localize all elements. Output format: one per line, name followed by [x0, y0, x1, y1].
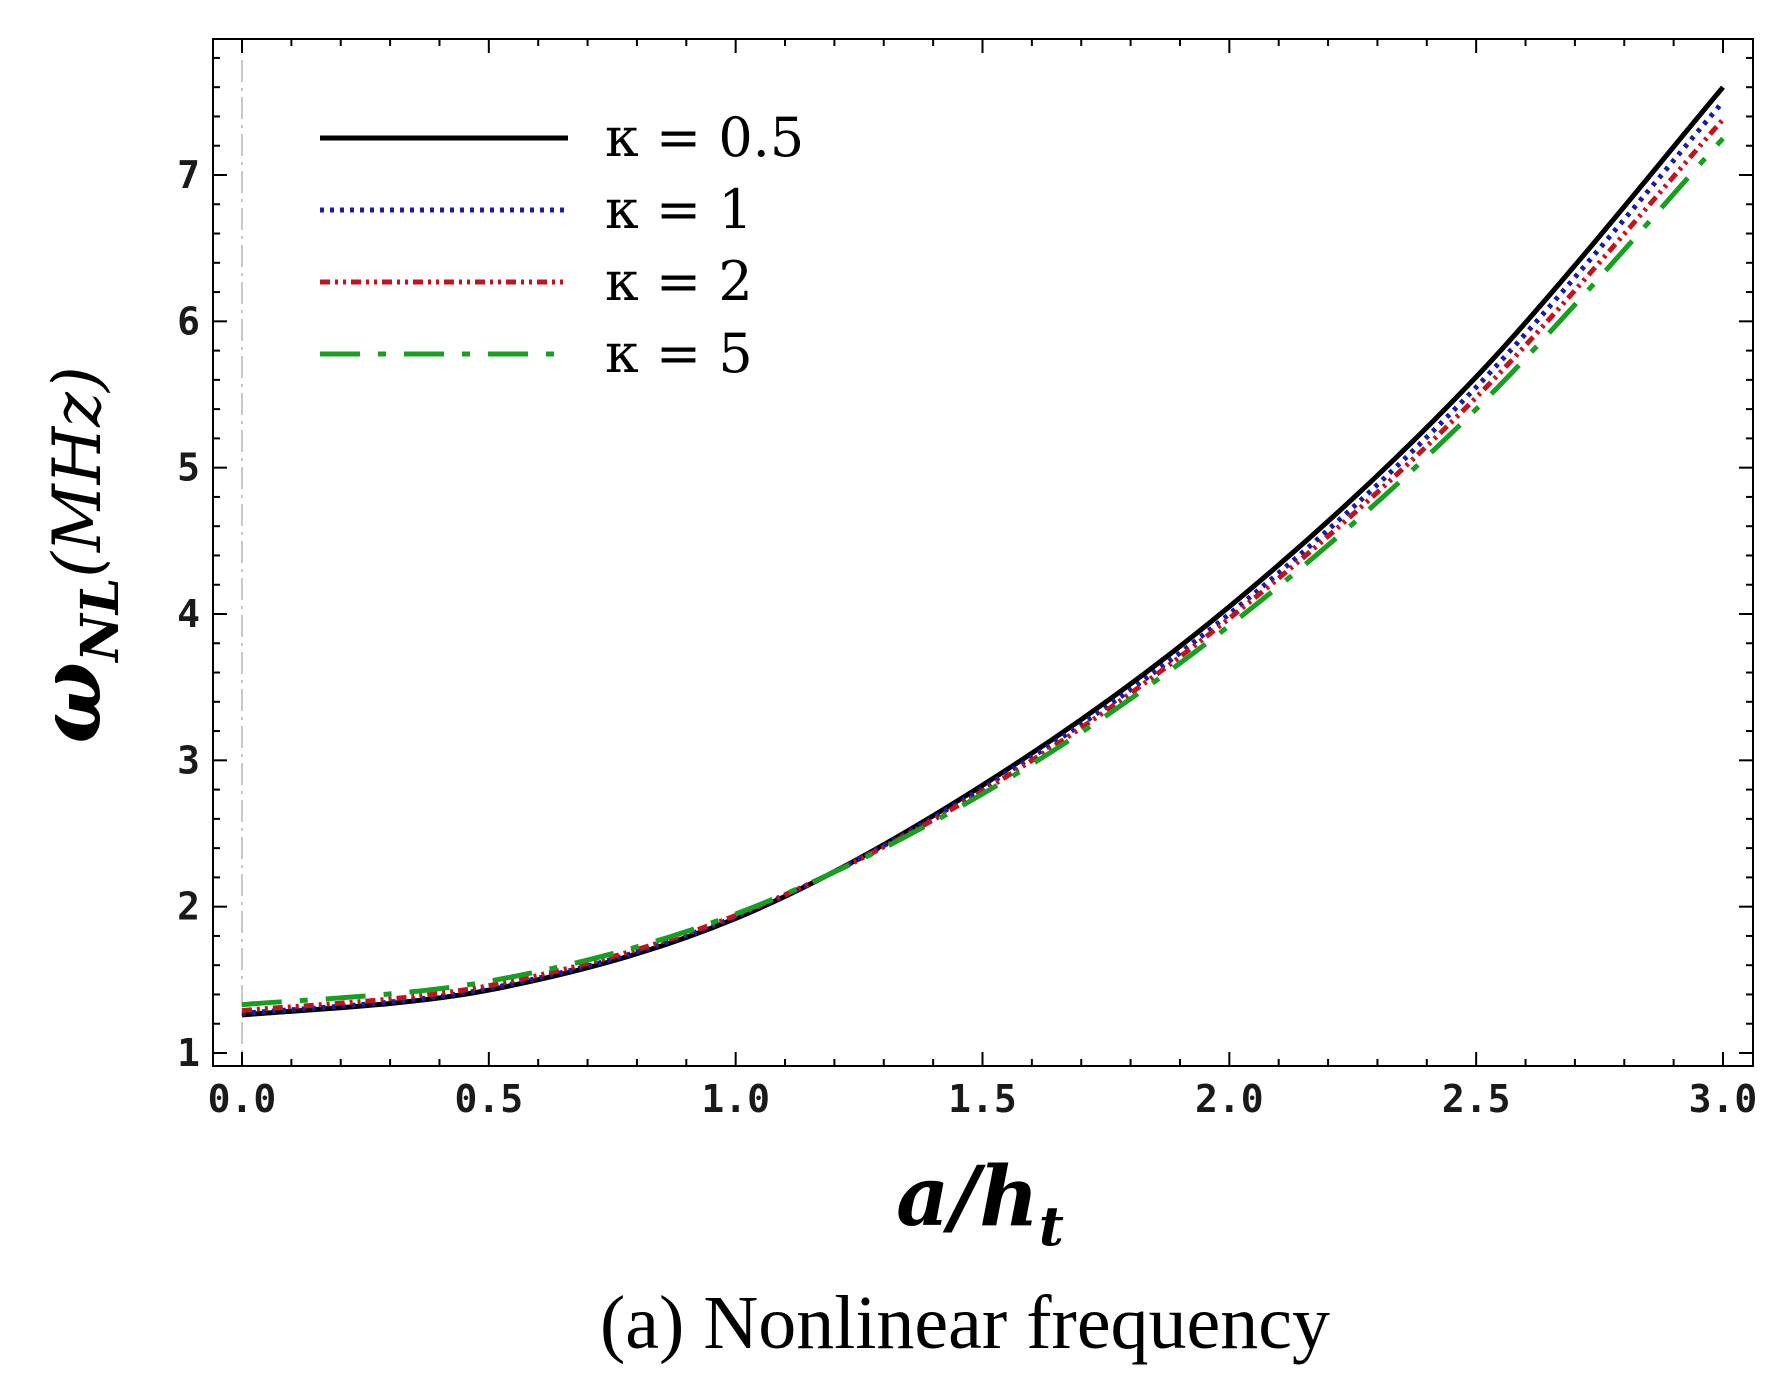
series-line-kappa-5: [241, 136, 1725, 1008]
x-tick-label: 3.0: [1689, 1077, 1758, 1121]
y-axis-label: ωNL(MHz): [20, 366, 131, 743]
x-axis-label-base: a/h: [896, 1149, 1039, 1245]
legend-label-kappa-0.5: κ = 0.5: [605, 106, 804, 169]
y-axis-label-sub: NL: [70, 578, 131, 664]
x-tick-label: 0.0: [208, 1077, 277, 1121]
x-tick-label: 2.5: [1442, 1077, 1511, 1121]
y-axis-label-unit: (MHz): [39, 366, 116, 577]
series-line-kappa-2: [241, 117, 1725, 1014]
y-tick-label: 7: [177, 153, 200, 197]
y-tick-label: 1: [177, 1031, 200, 1075]
x-axis-label-sub: t: [1039, 1194, 1064, 1258]
figure-caption: (a) Nonlinear frequency: [600, 1281, 1330, 1365]
y-tick-label: 6: [177, 299, 200, 343]
legend-label-kappa-1: κ = 1: [605, 178, 753, 241]
x-tick-label: 0.5: [455, 1077, 524, 1121]
legend-label-kappa-2: κ = 2: [605, 250, 753, 313]
y-tick-label: 5: [177, 446, 200, 490]
series-line-kappa-1: [241, 100, 1725, 1016]
x-tick-label: 1.5: [948, 1077, 1017, 1121]
axis-ticks: [213, 39, 1753, 1066]
y-tick-label: 2: [177, 885, 200, 929]
x-tick-label: 1.0: [701, 1077, 770, 1121]
plot-frame: [212, 38, 1754, 1067]
x-tick-label: 2.0: [1195, 1077, 1264, 1121]
y-tick-label: 4: [177, 592, 200, 636]
tick-labels: 0.0 0.5 1.0 1.5 2.0 2.5 3.0 1 2 3 4 5 6 7: [177, 153, 1757, 1121]
x-axis-label: a/ht: [896, 1149, 1064, 1258]
y-tick-label: 3: [177, 738, 200, 782]
series-lines: [241, 85, 1725, 1018]
y-axis-label-base: ω: [20, 662, 121, 744]
legend-label-kappa-5: κ = 5: [605, 322, 753, 385]
series-line-kappa-0.5: [241, 85, 1725, 1018]
legend: κ = 0.5 κ = 1 κ = 2 κ = 5: [320, 106, 804, 385]
